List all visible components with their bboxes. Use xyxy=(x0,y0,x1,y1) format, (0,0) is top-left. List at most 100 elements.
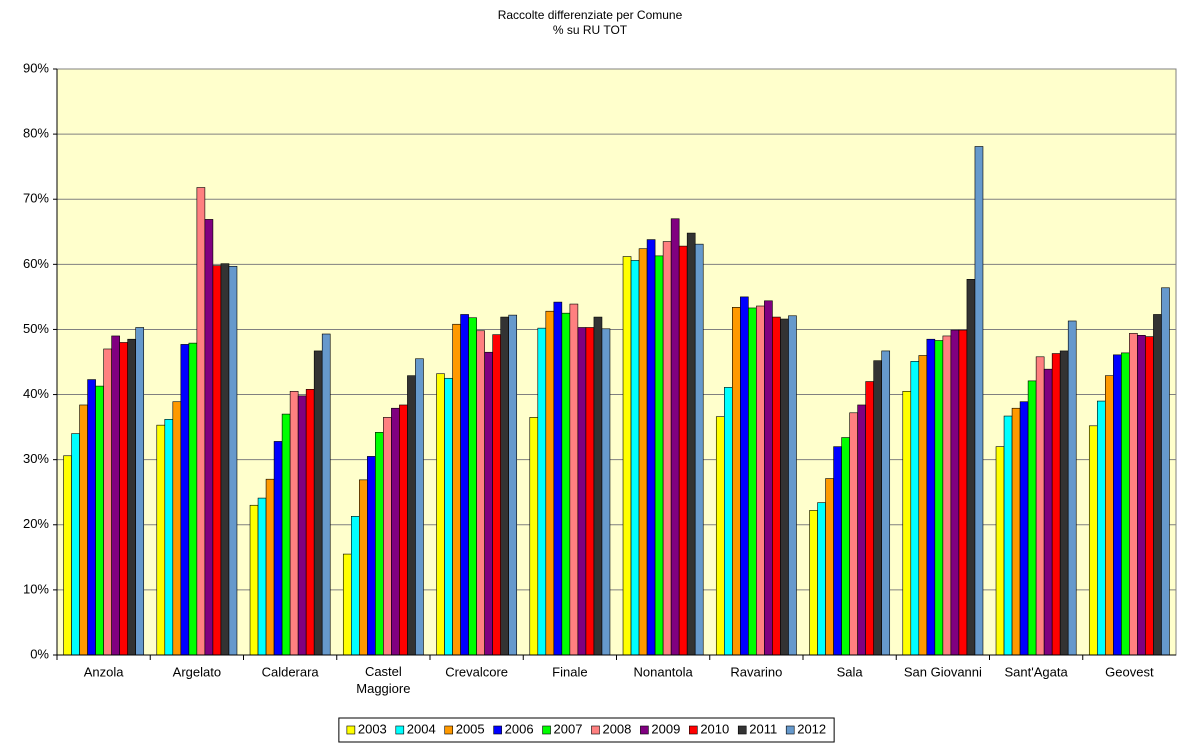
bar xyxy=(1145,336,1154,656)
bar xyxy=(545,310,555,656)
bar xyxy=(342,553,352,656)
bar xyxy=(204,219,214,656)
bar xyxy=(833,446,842,656)
y-tick-label: 80% xyxy=(23,126,49,141)
bar xyxy=(926,338,936,656)
bar xyxy=(444,377,453,656)
bar xyxy=(670,218,680,656)
x-tick-label: Finale xyxy=(552,664,587,679)
bar xyxy=(313,350,323,656)
bar xyxy=(297,395,307,656)
bar xyxy=(723,387,733,656)
legend-label: 2008 xyxy=(602,721,631,736)
bar xyxy=(849,412,858,656)
bar xyxy=(809,510,818,656)
legend-label: 2004 xyxy=(407,721,436,736)
legend-label: 2011 xyxy=(749,721,777,736)
bar xyxy=(103,348,112,656)
y-tick-label: 70% xyxy=(23,191,49,206)
bar xyxy=(1096,400,1106,656)
legend-swatch xyxy=(542,725,551,735)
bar xyxy=(1003,415,1013,656)
bar xyxy=(1059,350,1069,656)
legend-label: 2006 xyxy=(505,721,534,736)
bar xyxy=(415,358,424,656)
chart-subtitle: % su RU TOT xyxy=(553,23,628,37)
bar xyxy=(537,327,547,656)
legend-label: 2005 xyxy=(456,721,485,736)
bar xyxy=(740,296,749,656)
legend-label: 2010 xyxy=(700,721,729,736)
bar xyxy=(686,232,696,656)
bar xyxy=(950,329,960,656)
bar xyxy=(958,329,968,656)
y-tick-label: 0% xyxy=(30,646,49,661)
bar xyxy=(180,344,190,656)
x-tick-label: Nonantola xyxy=(633,664,693,679)
bar xyxy=(135,327,145,656)
bar xyxy=(1027,380,1037,656)
bar xyxy=(196,187,206,656)
bar xyxy=(748,307,757,656)
bar xyxy=(460,314,469,656)
bar xyxy=(1011,407,1021,656)
bar xyxy=(732,307,741,656)
bar xyxy=(500,316,510,656)
bar xyxy=(942,335,952,656)
bar xyxy=(1129,333,1138,656)
x-tick-label: Crevalcore xyxy=(445,664,508,679)
chart-title: Raccolte differenziate per Comune xyxy=(498,8,683,22)
legend-label: 2003 xyxy=(358,721,387,736)
bar xyxy=(678,245,688,656)
bar xyxy=(593,316,603,656)
bar xyxy=(484,351,493,656)
bar xyxy=(87,379,96,656)
legend: 2003 2004 2005 2006 2007 2008 2009 2010 2011 2012 xyxy=(338,717,835,743)
bar xyxy=(289,390,299,656)
legend-swatch xyxy=(444,725,454,735)
bar xyxy=(646,239,656,656)
bar xyxy=(910,361,920,656)
bar xyxy=(601,328,611,656)
y-tick-label: 40% xyxy=(23,386,49,401)
bar xyxy=(772,316,781,656)
bar xyxy=(694,243,704,656)
bar xyxy=(407,375,416,656)
bar xyxy=(359,479,368,656)
bar xyxy=(529,417,539,656)
bar xyxy=(756,305,765,656)
bar xyxy=(508,314,518,656)
y-tick-label: 90% xyxy=(23,60,49,75)
bar xyxy=(212,265,222,656)
bar xyxy=(569,303,579,656)
legend-swatch xyxy=(493,725,502,735)
bar xyxy=(79,404,88,656)
legend-label: 2012 xyxy=(797,721,826,736)
bar xyxy=(825,478,834,656)
bar xyxy=(391,407,400,656)
bar xyxy=(1121,352,1130,656)
bar xyxy=(468,317,477,656)
bar xyxy=(1161,287,1170,656)
bar xyxy=(662,241,672,656)
bar xyxy=(1088,425,1098,656)
bar xyxy=(111,335,120,656)
bar xyxy=(476,330,485,656)
x-tick-label: Anzola xyxy=(84,664,125,679)
y-tick-label: 30% xyxy=(23,451,49,466)
bar xyxy=(257,497,267,656)
x-tick-label: Castel Maggiore xyxy=(356,664,410,696)
x-tick-label: Ravarino xyxy=(730,664,782,679)
bar xyxy=(1035,356,1045,656)
bar xyxy=(452,323,461,656)
bar xyxy=(95,385,104,656)
bar xyxy=(577,327,587,656)
legend-swatch xyxy=(346,725,356,735)
legend-swatch xyxy=(737,725,747,735)
x-tick-label: San Giovanni xyxy=(904,664,982,679)
bar xyxy=(715,416,725,656)
bar xyxy=(71,433,80,656)
bar xyxy=(974,146,984,656)
x-tick-label: Calderara xyxy=(262,664,320,679)
